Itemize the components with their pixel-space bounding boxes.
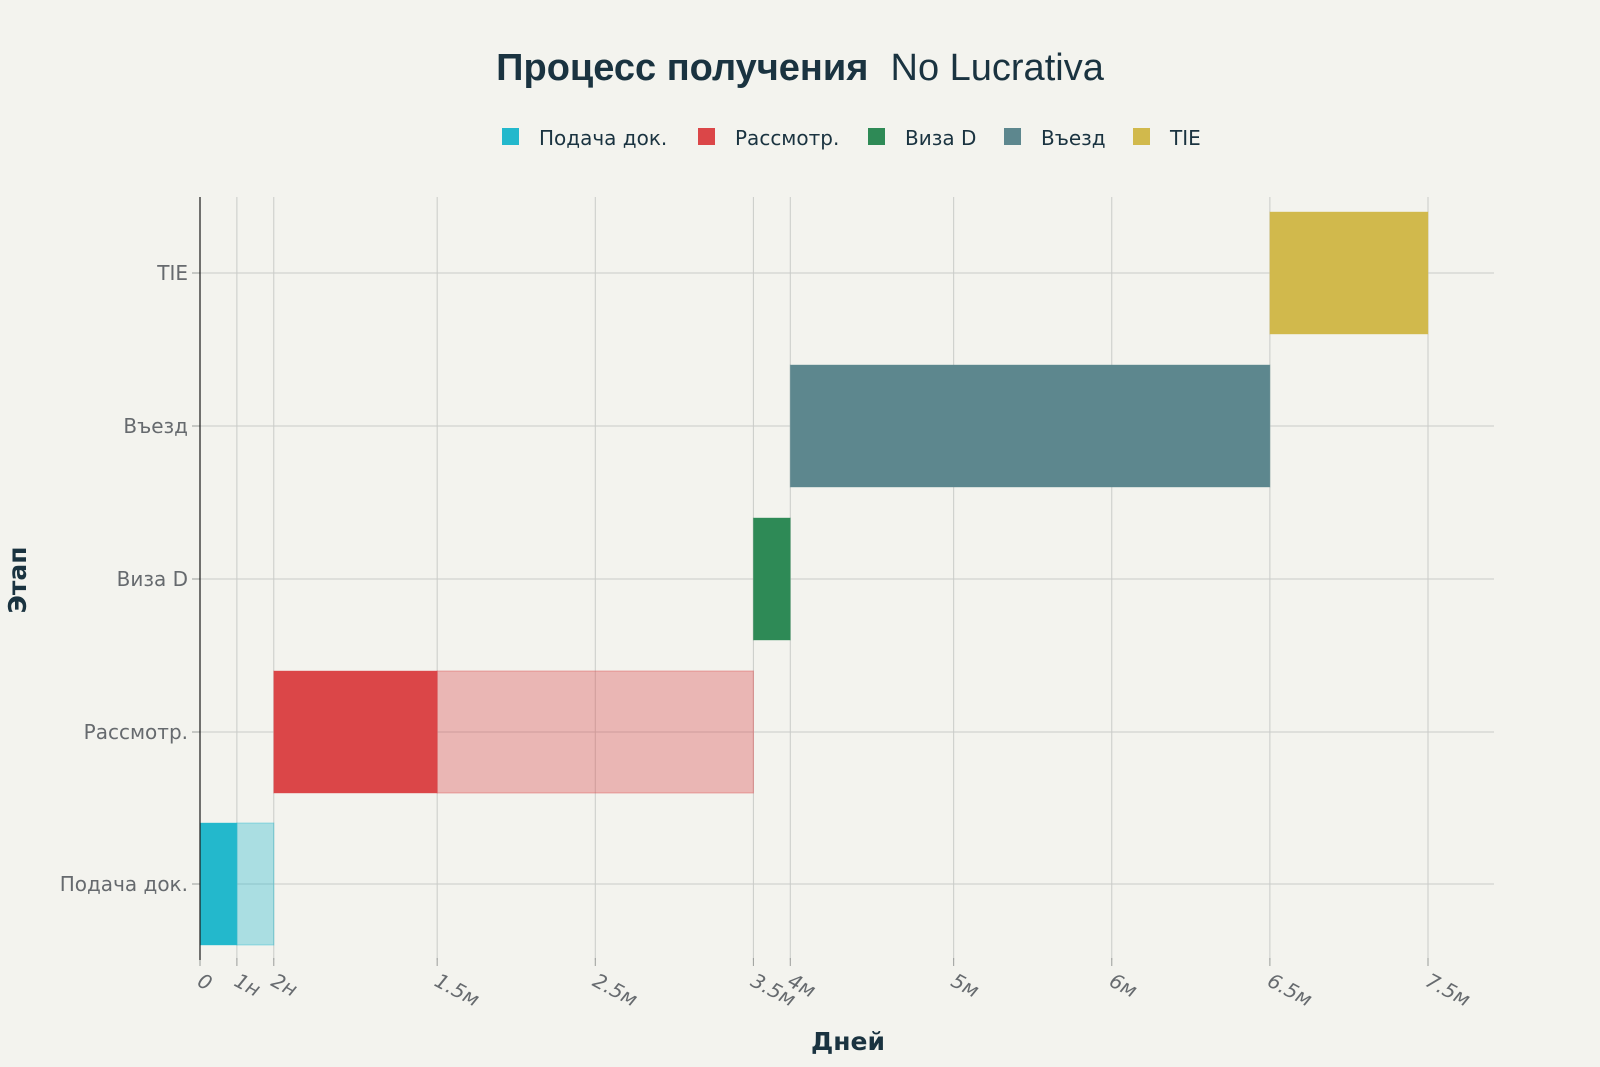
bars bbox=[199, 211, 1429, 946]
axes bbox=[192, 197, 1429, 966]
legend-swatch bbox=[1004, 128, 1021, 145]
bar bbox=[236, 822, 275, 946]
legend-label: Въезд bbox=[1041, 126, 1106, 150]
legend-label: Рассмотр. bbox=[735, 126, 839, 150]
x-tick-label: 0 bbox=[194, 968, 217, 995]
y-tick-label: Подача док. bbox=[60, 872, 188, 896]
x-tick-label: 2н bbox=[267, 968, 301, 1001]
chart-title-bold: Процесс получения bbox=[496, 47, 868, 89]
legend-swatch bbox=[698, 128, 715, 145]
legend: Подача док. Рассмотр. Виза D Въезд TIE bbox=[502, 126, 1201, 150]
y-tick-label: Въезд bbox=[123, 414, 188, 438]
x-axis-label: Дней bbox=[811, 1027, 885, 1056]
chart-title: Процесс получения No Lucrativa bbox=[496, 45, 1105, 89]
y-tick-labels: Подача док. Рассмотр. Виза D Въезд TIE bbox=[60, 261, 188, 896]
bar bbox=[436, 670, 754, 794]
x-tick-label: 5м bbox=[947, 968, 983, 1002]
bar bbox=[752, 517, 791, 641]
bar bbox=[789, 364, 1271, 488]
legend-label: Виза D bbox=[905, 126, 976, 150]
legend-label: TIE bbox=[1169, 126, 1201, 150]
bar bbox=[1269, 211, 1429, 335]
legend-label: Подача док. bbox=[539, 126, 667, 150]
legend-swatch bbox=[868, 128, 885, 145]
y-tick-label: TIE bbox=[156, 261, 188, 285]
y-tick-label: Рассмотр. bbox=[84, 720, 188, 744]
x-tick-label: 1н bbox=[231, 968, 265, 1001]
legend-swatch bbox=[1133, 128, 1150, 145]
legend-swatch bbox=[502, 128, 519, 145]
y-tick-label: Виза D bbox=[117, 567, 188, 591]
x-tick-label: 6м bbox=[1105, 968, 1141, 1002]
x-tick-label: 2.5м bbox=[589, 968, 642, 1011]
y-axis-label: Этап bbox=[3, 547, 32, 614]
bar bbox=[273, 670, 438, 794]
x-tick-label: 6.5м bbox=[1264, 968, 1317, 1011]
x-tick-label: 7.5м bbox=[1422, 968, 1475, 1011]
x-tick-label: 1.5м bbox=[431, 968, 484, 1011]
chart-title-rest: No Lucrativa bbox=[891, 47, 1105, 89]
bar bbox=[199, 822, 238, 946]
